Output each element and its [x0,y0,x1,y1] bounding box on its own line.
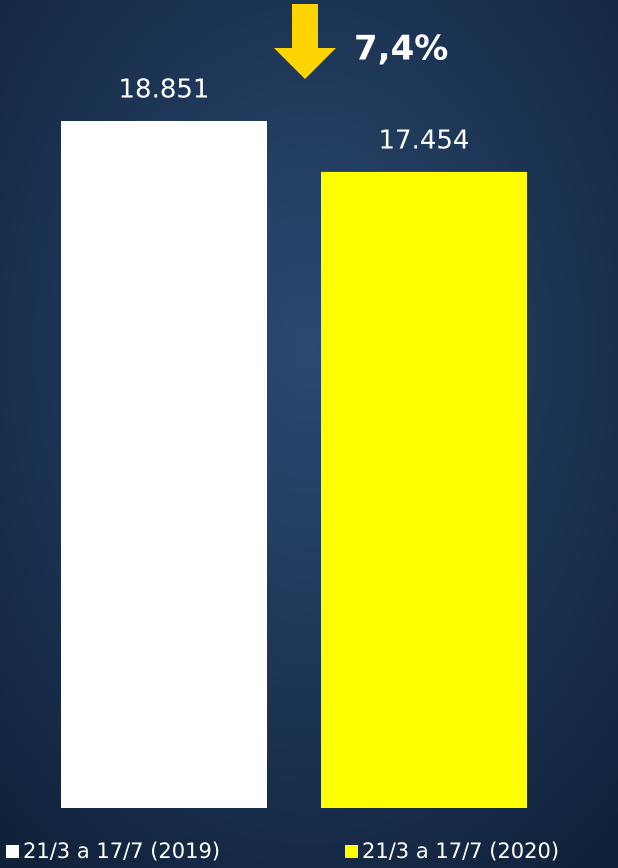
value-label: 18.851 [119,75,210,105]
annotation: 7,4% [354,29,448,69]
legend-label: 21/3 a 17/7 (2019) [23,839,220,863]
value-label: 17.454 [379,125,470,155]
legend-swatch [345,845,358,858]
legend-swatch [6,845,19,858]
bar [321,171,527,808]
bar [61,121,267,808]
down-arrow [274,4,336,79]
legend-label: 21/3 a 17/7 (2020) [362,839,559,863]
